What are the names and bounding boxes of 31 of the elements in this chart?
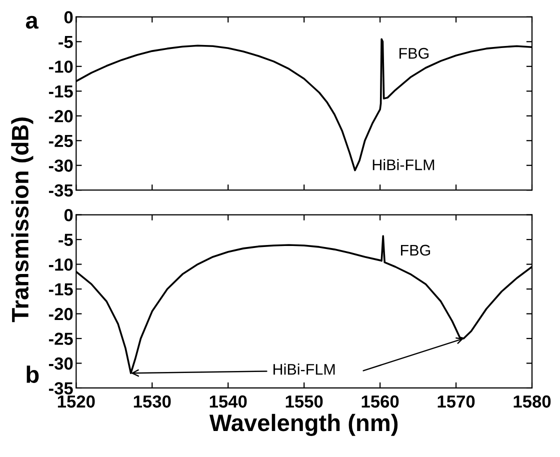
y-tick-label: -15: [48, 283, 73, 296]
y-tick-label: -35: [48, 184, 73, 197]
y-tick-label: 0: [64, 208, 73, 222]
y-tick-label: -35: [48, 382, 73, 394]
y-tick-label: -10: [48, 60, 73, 73]
x-tick-label: 1540: [210, 395, 247, 408]
annotation: FBG: [399, 48, 429, 59]
text: b: [26, 366, 39, 383]
x-axis-title: Wavelength (nm): [209, 414, 398, 436]
y-tick-label: -25: [48, 134, 73, 148]
y-tick-label: -30: [48, 160, 73, 172]
x-tick-label: 1530: [134, 395, 171, 408]
x-tick-label: 1550: [286, 395, 323, 408]
y-axis-title: Transmission (dB): [11, 118, 34, 322]
y-tick-label: -20: [48, 110, 73, 122]
annotation: HiBi-FLM: [372, 159, 434, 170]
y-tick-label: -5: [58, 234, 73, 246]
annotation: HiBi-FLM: [274, 364, 335, 375]
y-tick-label: -10: [48, 258, 73, 271]
x-tick-label: 1560: [362, 395, 399, 408]
y-tick-label: -25: [48, 332, 73, 345]
annotation: FBG: [401, 244, 430, 256]
y-tick-label: -30: [48, 357, 73, 370]
x-tick-label: 1570: [438, 395, 475, 408]
x-tick-label: 1520: [58, 395, 95, 408]
x-tick-label: 1580: [514, 395, 551, 408]
y-tick-label: -5: [58, 36, 73, 48]
y-tick-label: 0: [64, 11, 73, 24]
y-tick-label: -15: [48, 85, 73, 98]
text: a: [26, 16, 38, 29]
y-tick-label: -20: [48, 308, 73, 320]
